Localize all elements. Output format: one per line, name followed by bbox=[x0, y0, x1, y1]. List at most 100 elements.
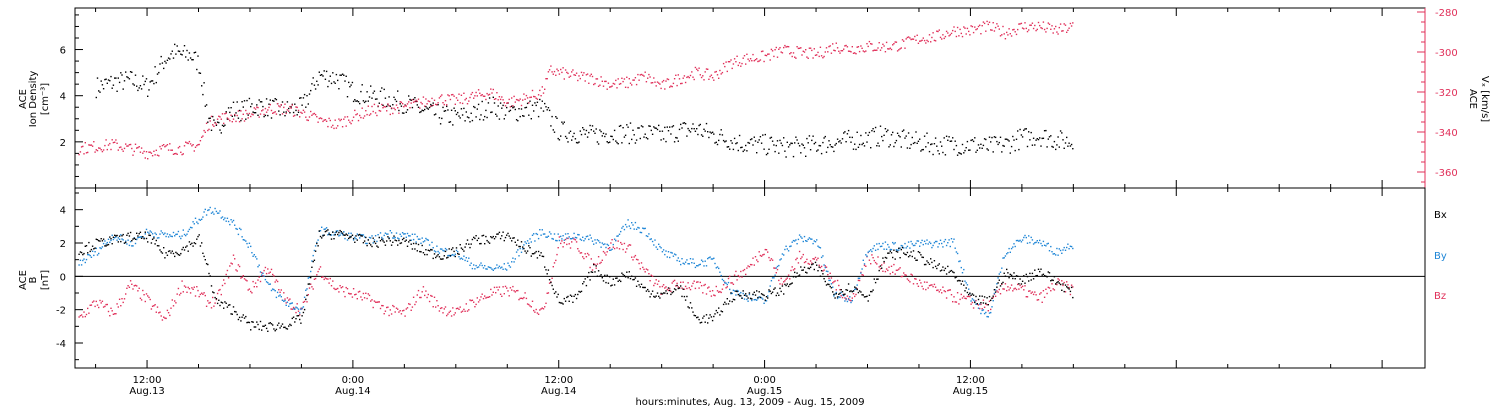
density-point bbox=[558, 139, 561, 141]
density-point bbox=[397, 90, 399, 92]
bz-point bbox=[577, 248, 579, 250]
by-point bbox=[285, 304, 287, 306]
vx-point bbox=[182, 153, 184, 155]
top-panel: 246 -280-300-320-340-360 ACE Ion Density… bbox=[18, 7, 1490, 189]
bx-point bbox=[969, 292, 971, 294]
density-point bbox=[497, 105, 499, 107]
bx-point bbox=[313, 259, 316, 261]
density-point bbox=[607, 142, 610, 144]
density-point bbox=[1010, 145, 1013, 148]
by-point bbox=[504, 268, 507, 270]
bz-point bbox=[1064, 291, 1067, 293]
density-point bbox=[634, 142, 637, 144]
density-point bbox=[148, 89, 150, 91]
bz-point bbox=[431, 295, 433, 297]
bz-point bbox=[409, 303, 411, 306]
by-point bbox=[851, 299, 853, 302]
density-point bbox=[966, 140, 969, 143]
vx-point bbox=[115, 139, 117, 141]
by-point bbox=[582, 236, 584, 238]
by-point bbox=[252, 255, 254, 257]
by-point bbox=[623, 228, 626, 231]
bz-point bbox=[904, 274, 906, 276]
bz-point bbox=[643, 268, 645, 271]
by-point bbox=[452, 253, 454, 256]
bz-point bbox=[851, 297, 853, 299]
vx-point bbox=[735, 61, 737, 63]
bz-point bbox=[1018, 288, 1020, 290]
bz-point bbox=[432, 306, 434, 308]
bx-point bbox=[344, 234, 346, 236]
by-point bbox=[302, 306, 305, 308]
vx-point bbox=[640, 73, 643, 76]
bz-point bbox=[911, 274, 913, 276]
bottom-panel-frame bbox=[74, 187, 1426, 369]
bx-point bbox=[482, 234, 485, 237]
bz-point bbox=[460, 311, 463, 313]
bz-point bbox=[822, 270, 824, 272]
vx-point bbox=[628, 78, 630, 80]
vx-point bbox=[846, 46, 849, 48]
density-point bbox=[370, 85, 372, 87]
bz-point bbox=[292, 306, 295, 309]
density-point bbox=[743, 149, 746, 151]
vx-point bbox=[867, 45, 869, 48]
bz-point bbox=[208, 302, 210, 304]
bz-point bbox=[964, 297, 966, 299]
by-point bbox=[216, 212, 219, 214]
vx-point bbox=[261, 110, 263, 112]
by-point bbox=[819, 247, 822, 249]
by-point bbox=[154, 232, 156, 234]
bx-point bbox=[167, 250, 170, 253]
by-point bbox=[631, 222, 633, 224]
density-point bbox=[165, 62, 167, 64]
bx-point bbox=[245, 315, 247, 318]
bx-point bbox=[417, 243, 420, 246]
by-point bbox=[676, 259, 678, 262]
bx-point bbox=[595, 265, 597, 267]
density-point bbox=[617, 143, 619, 145]
density-point bbox=[883, 134, 885, 136]
vx-point bbox=[972, 31, 975, 34]
bx-point bbox=[296, 315, 298, 317]
by-point bbox=[393, 237, 395, 239]
vx-point bbox=[708, 78, 710, 80]
bx-point bbox=[194, 242, 197, 245]
bz-point bbox=[624, 251, 627, 253]
bx-point bbox=[1057, 281, 1059, 283]
by-point bbox=[552, 238, 554, 240]
density-point bbox=[278, 110, 280, 112]
vx-point bbox=[165, 145, 167, 147]
bx-point bbox=[817, 270, 819, 272]
by-point bbox=[226, 217, 229, 219]
density-point bbox=[907, 132, 910, 134]
bz-point bbox=[661, 285, 664, 288]
vx-point bbox=[634, 77, 637, 79]
vx-point bbox=[496, 92, 498, 94]
bx-point bbox=[102, 238, 105, 240]
bx-point bbox=[916, 259, 918, 261]
density-point bbox=[912, 142, 915, 145]
vx-point bbox=[785, 46, 787, 48]
density-point bbox=[1026, 145, 1029, 148]
density-point bbox=[128, 78, 131, 80]
vx-point bbox=[550, 65, 552, 67]
by-point bbox=[188, 228, 191, 231]
bx-point bbox=[433, 253, 436, 255]
density-point bbox=[921, 149, 923, 151]
by-point bbox=[888, 246, 890, 248]
bx-point bbox=[490, 236, 492, 238]
bz-point bbox=[781, 283, 784, 285]
vx-point bbox=[654, 81, 656, 83]
by-point bbox=[105, 243, 107, 245]
vx-point bbox=[647, 77, 649, 79]
bz-point bbox=[535, 308, 537, 311]
bz-point bbox=[915, 278, 917, 280]
vx-point bbox=[242, 113, 244, 115]
by-point bbox=[338, 235, 340, 237]
by-point bbox=[1010, 247, 1013, 250]
by-point bbox=[737, 290, 739, 292]
bx-point bbox=[662, 292, 665, 294]
bz-point bbox=[698, 287, 700, 289]
